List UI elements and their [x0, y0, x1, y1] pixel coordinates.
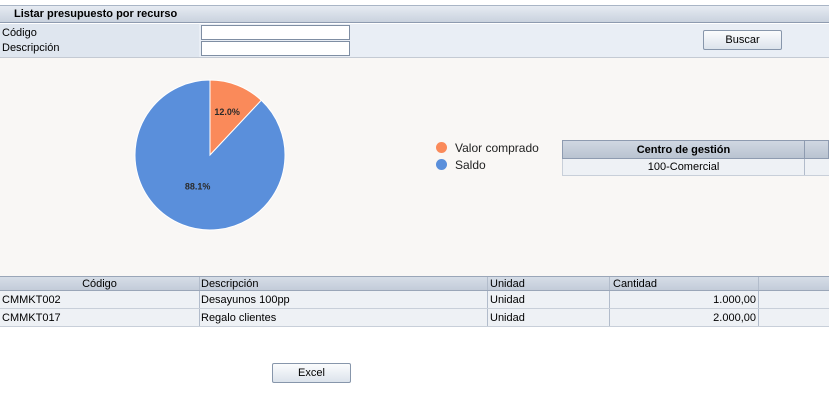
cell-unidad: Unidad — [490, 311, 525, 324]
column-separator — [199, 291, 200, 308]
column-separator — [487, 291, 488, 308]
cell-cantidad: 2.000,00 — [713, 311, 756, 324]
pie-chart: 12.0% 88.1% — [134, 79, 286, 231]
centro-gestion-header-label: Centro de gestión — [636, 144, 731, 156]
column-separator — [199, 309, 200, 326]
pie-data-label: 88.1% — [185, 181, 211, 191]
codigo-input[interactable] — [201, 25, 350, 40]
column-separator — [609, 309, 610, 326]
column-header-cantidad[interactable]: Cantidad — [613, 277, 658, 290]
descripcion-label: Descripción — [2, 42, 60, 54]
excel-button[interactable]: Excel — [272, 363, 351, 383]
cell-cantidad: 1.000,00 — [713, 293, 756, 306]
centro-gestion-row[interactable]: 100-Comercial — [562, 159, 829, 176]
pie-data-label: 12.0% — [214, 107, 240, 117]
column-header-unidad[interactable]: Unidad — [490, 277, 525, 290]
grid-header: Código Descripción Unidad Cantidad — [0, 276, 829, 291]
legend-label: Saldo — [455, 157, 486, 172]
cell-descripcion: Regalo clientes — [201, 311, 277, 324]
cell-codigo: CMMKT002 — [2, 293, 61, 306]
centro-gestion-table: Centro de gestión 100-Comercial — [562, 140, 829, 176]
cell-codigo: CMMKT017 — [2, 311, 61, 324]
column-separator — [609, 277, 610, 290]
codigo-label: Código — [2, 27, 37, 39]
search-button[interactable]: Buscar — [703, 30, 782, 50]
table-row[interactable]: CMMKT002 Desayunos 100pp Unidad 1.000,00 — [0, 291, 829, 309]
filter-panel: Código Descripción Buscar — [0, 24, 829, 58]
descripcion-input[interactable] — [201, 41, 350, 56]
page-title: Listar presupuesto por recurso — [14, 8, 178, 20]
column-separator — [804, 159, 805, 175]
results-grid: Código Descripción Unidad Cantidad CMMKT… — [0, 276, 829, 327]
column-separator — [487, 309, 488, 326]
legend-swatch-saldo — [436, 159, 447, 170]
legend-swatch-valor-comprado — [436, 142, 447, 153]
centro-gestion-value: 100-Comercial — [647, 161, 720, 173]
column-header-codigo[interactable]: Código — [82, 277, 117, 290]
filter-labels: Código Descripción — [0, 24, 199, 57]
legend-item-saldo: Saldo — [434, 156, 539, 173]
column-separator — [487, 277, 488, 290]
column-separator — [758, 309, 759, 326]
cell-unidad: Unidad — [490, 293, 525, 306]
centro-gestion-header: Centro de gestión — [562, 140, 829, 159]
chart-area: 12.0% 88.1% Valor comprado Saldo Centro d… — [0, 58, 829, 276]
cell-descripcion: Desayunos 100pp — [201, 293, 290, 306]
pie-slice-saldo[interactable] — [134, 79, 286, 231]
legend-item-valor-comprado: Valor comprado — [434, 139, 539, 156]
column-separator — [758, 277, 759, 290]
chart-legend: Valor comprado Saldo — [434, 139, 539, 173]
column-separator — [758, 291, 759, 308]
column-separator — [609, 291, 610, 308]
column-header-descripcion[interactable]: Descripción — [201, 277, 259, 290]
title-bar: Listar presupuesto por recurso — [0, 5, 829, 23]
column-separator — [804, 141, 805, 158]
legend-label: Valor comprado — [455, 140, 539, 155]
column-separator — [199, 277, 200, 290]
table-row[interactable]: CMMKT017 Regalo clientes Unidad 2.000,00 — [0, 309, 829, 327]
